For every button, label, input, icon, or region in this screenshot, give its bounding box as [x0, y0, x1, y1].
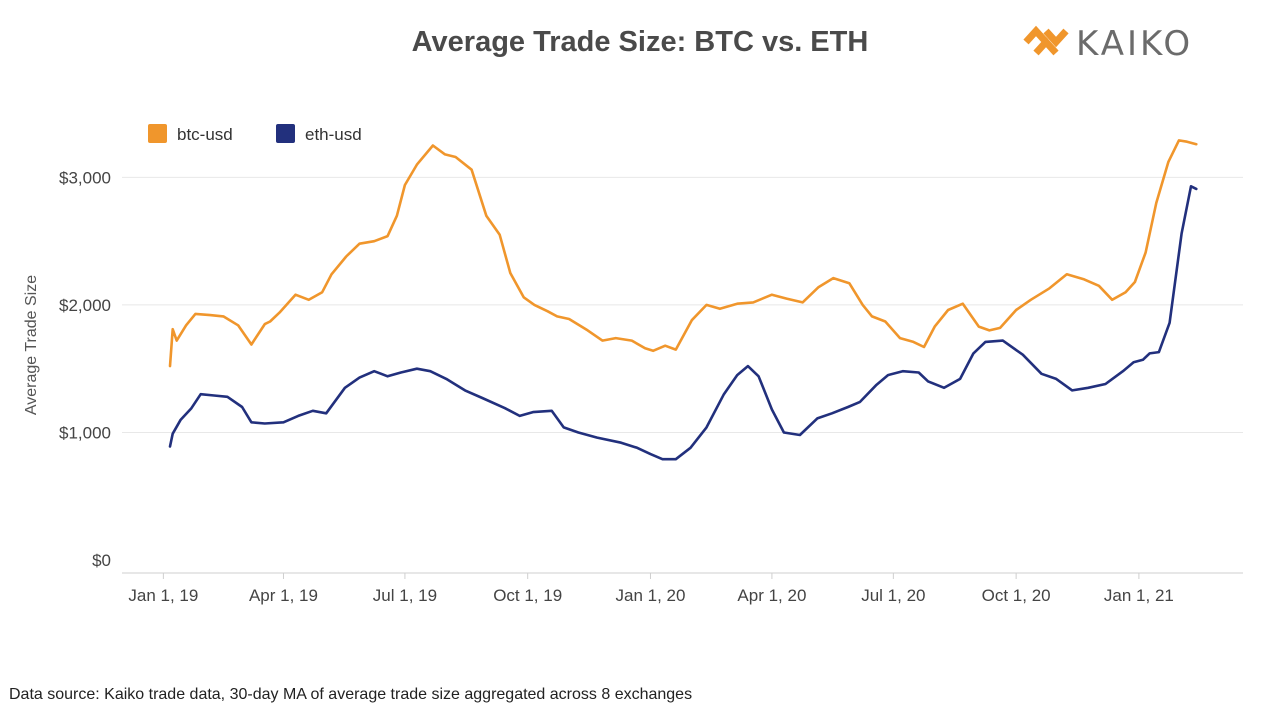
- legend: btc-usd eth-usd: [148, 124, 362, 144]
- x-tick-label: Jan 1, 21: [1104, 586, 1174, 605]
- x-tick-label: Jan 1, 19: [128, 586, 198, 605]
- x-tick-label: Jul 1, 19: [373, 586, 437, 605]
- kaiko-logo-text: KAIKO: [1076, 24, 1193, 64]
- y-tick-label: $2,000: [59, 296, 111, 315]
- footer-note: Data source: Kaiko trade data, 30-day MA…: [9, 686, 693, 703]
- x-tick-label: Jan 1, 20: [615, 586, 685, 605]
- x-tick-label: Apr 1, 20: [737, 586, 806, 605]
- x-tick-label: Apr 1, 19: [249, 586, 318, 605]
- x-tick-label: Oct 1, 20: [982, 586, 1051, 605]
- legend-label-eth-usd: eth-usd: [305, 125, 362, 144]
- legend-swatch-btc-usd: [148, 124, 167, 143]
- x-tick-label: Jul 1, 20: [861, 586, 925, 605]
- y-tick-label: $0: [92, 551, 111, 570]
- y-axis-ticks: $0 $1,000 $2,000 $3,000: [59, 168, 111, 570]
- series-line-eth-usd: [168, 185, 1198, 461]
- chart-title: Average Trade Size: BTC vs. ETH: [411, 26, 869, 58]
- series-line-btc-usd: [168, 139, 1198, 368]
- gridlines: [122, 176, 1243, 433]
- legend-swatch-eth-usd: [276, 124, 295, 143]
- y-axis-label: Average Trade Size: [23, 275, 40, 415]
- x-tick-label: Oct 1, 19: [493, 586, 562, 605]
- kaiko-logo-mark-icon: [1023, 25, 1069, 56]
- legend-label-btc-usd: btc-usd: [177, 125, 233, 144]
- kaiko-logo: KAIKO: [1023, 24, 1193, 64]
- y-tick-label: $3,000: [59, 168, 111, 187]
- series-lines: [168, 139, 1198, 461]
- y-tick-label: $1,000: [59, 423, 111, 442]
- x-axis-ticks: Jan 1, 19 Apr 1, 19 Jul 1, 19 Oct 1, 19 Jan …: [128, 573, 1174, 605]
